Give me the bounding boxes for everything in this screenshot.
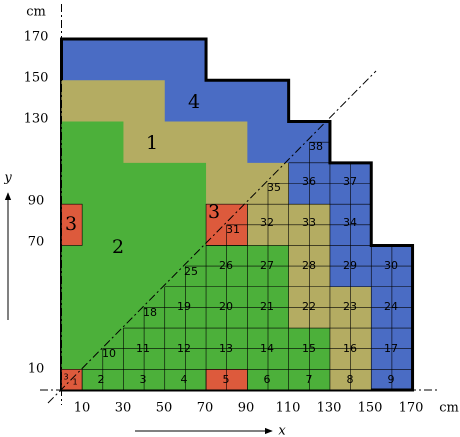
cell-label: 16 xyxy=(343,342,357,355)
region-label: 2 xyxy=(112,236,124,258)
cell-label: 18 xyxy=(143,306,157,319)
cell-label: 33 xyxy=(302,216,316,229)
cell-label: 3 xyxy=(140,373,147,386)
cell-label: 26 xyxy=(219,259,233,272)
region-label: 1 xyxy=(146,132,158,154)
region-label: 3 xyxy=(65,213,77,235)
cell-label: 3 xyxy=(63,373,68,382)
cell-label: 37 xyxy=(343,175,357,188)
y-tick-label: 150 xyxy=(24,71,49,86)
cell-label: 20 xyxy=(219,300,233,313)
y-label: y xyxy=(3,171,12,186)
cell-label: 6 xyxy=(264,373,271,386)
x-tick-label: 130 xyxy=(317,401,342,416)
cell-label: 35 xyxy=(267,181,281,194)
regions xyxy=(60,37,415,392)
cell-label: 1 xyxy=(72,378,77,387)
cell-label: 36 xyxy=(302,175,316,188)
region-label: 3 xyxy=(208,201,220,223)
cell-label: 28 xyxy=(302,259,316,272)
y-tick-label: 90 xyxy=(28,194,45,209)
cell-label: 9 xyxy=(388,373,395,386)
cell-label: 38 xyxy=(309,140,323,153)
cell-label: 25 xyxy=(184,265,198,278)
x-label: x xyxy=(278,424,286,437)
y-tick-label: 10 xyxy=(28,362,45,377)
x-tick-label: 70 xyxy=(197,401,214,416)
x-tick-label: 50 xyxy=(156,401,173,416)
y-unit: cm xyxy=(26,5,46,20)
cell-label: 12 xyxy=(177,342,191,355)
cell-label: 19 xyxy=(177,300,191,313)
x-tick-label: 90 xyxy=(238,401,255,416)
x-tick-label: 30 xyxy=(115,401,132,416)
cell-label: 10 xyxy=(102,347,116,360)
cell-label: 30 xyxy=(384,259,398,272)
x-tick-label: 150 xyxy=(358,401,383,416)
cell-label: 22 xyxy=(302,300,316,313)
cell-label: 5 xyxy=(223,373,230,386)
cell-label: 17 xyxy=(384,342,398,355)
cell-label: 14 xyxy=(260,342,274,355)
cell-label: 23 xyxy=(343,300,357,313)
y-tick-label: 70 xyxy=(28,235,45,250)
cell-label: 13 xyxy=(219,342,233,355)
y-tick-label: 170 xyxy=(24,30,49,45)
cell-label: 21 xyxy=(260,300,274,313)
region-2 xyxy=(61,121,330,391)
x-tick-label: 10 xyxy=(74,401,91,416)
region-label: 4 xyxy=(188,91,200,113)
cell-label: 11 xyxy=(136,342,150,355)
cell-label: 24 xyxy=(384,300,398,313)
x-tick-label: 170 xyxy=(399,401,424,416)
y-tick-label: 130 xyxy=(24,112,49,127)
cell-label: 15 xyxy=(302,342,316,355)
diagonal xyxy=(47,70,377,404)
cell-label: 8 xyxy=(347,373,354,386)
cell-label: 27 xyxy=(260,259,274,272)
cell-label: 4 xyxy=(181,373,188,386)
cell-label: 31 xyxy=(226,223,240,236)
grid xyxy=(40,4,438,405)
cell-label: 2 xyxy=(98,373,105,386)
cell-label: 29 xyxy=(343,259,357,272)
cell-label: 7 xyxy=(306,373,313,386)
x-tick-label: 110 xyxy=(276,401,301,416)
cell-label: 34 xyxy=(343,216,357,229)
cell-label: 32 xyxy=(260,216,274,229)
x-unit: cm xyxy=(439,401,459,416)
